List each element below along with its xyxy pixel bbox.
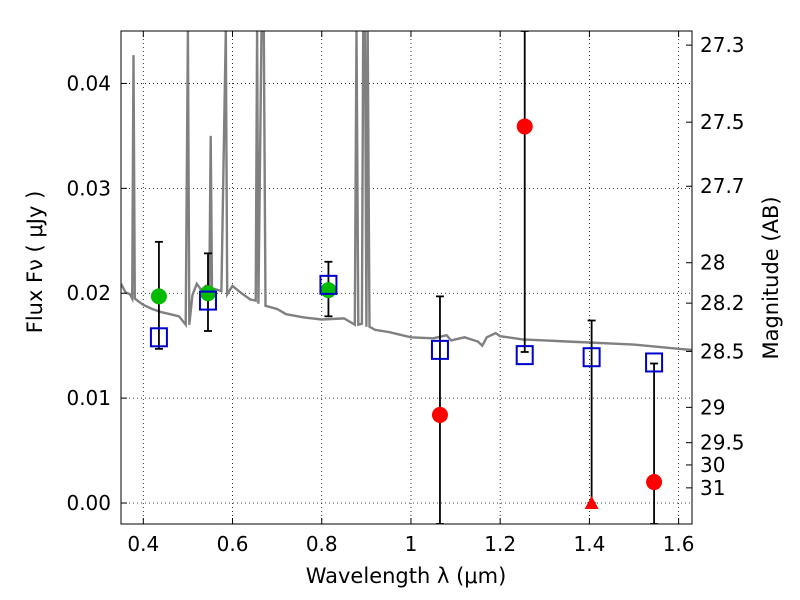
upper-limit-triangle (584, 496, 599, 510)
red-point (431, 406, 448, 423)
y-tick-label: 0.01 (66, 386, 111, 410)
y2-tick-label: 28.5 (700, 339, 745, 363)
y-axis-label-text: Flux Fν ( μJy ) (23, 191, 47, 334)
green-point (150, 288, 167, 305)
error-bars (154, 31, 659, 524)
x-tick-label: 1.6 (663, 532, 695, 556)
y2-tick-label: 27.5 (700, 110, 745, 134)
y2-tick-label: 30 (700, 453, 725, 477)
x-tick-label: 0.8 (306, 532, 338, 556)
y2-tick-label: 29 (700, 395, 725, 419)
red-point (646, 474, 663, 491)
model-flux-square (198, 290, 217, 311)
y2-tick-label: 27.7 (700, 174, 745, 198)
x-tick-label: 1.2 (484, 532, 516, 556)
model-flux-square (319, 274, 338, 295)
model-flux-square (645, 352, 664, 373)
data-markers (149, 31, 664, 524)
model-flux-square (515, 345, 534, 366)
axis-ticks: 0.4 0.6 0.8 1 1.2 1.4 1.6 0.00 0.01 0.02 0.03 0.04 2… (66, 31, 745, 556)
plot-frame (120, 30, 693, 525)
y2-tick-label: 28.2 (700, 291, 745, 315)
y2-axis-label: Magnitude (AB) (759, 196, 783, 359)
red-point (516, 118, 533, 135)
y-axis-label: Flux Fν ( μJy ) (23, 191, 47, 334)
model-spectrum-line (121, 31, 692, 352)
y2-tick-label: 29.5 (700, 431, 745, 455)
y-tick-label: 0.03 (66, 176, 111, 200)
y2-tick-label: 31 (700, 476, 725, 500)
x-axis-label-text: Wavelength λ (μm) (306, 564, 507, 588)
x-axis-label: Wavelength λ (μm) (306, 564, 507, 588)
y2-axis-label-text: Magnitude (AB) (759, 196, 783, 359)
model-flux-square (430, 339, 449, 360)
green-point (199, 285, 216, 302)
x-tick-label: 0.4 (127, 532, 159, 556)
model-spectrum (121, 31, 692, 352)
model-flux-square (149, 327, 168, 348)
model-flux-square (582, 347, 601, 368)
y-tick-label: 0.00 (66, 491, 111, 515)
y-tick-label: 0.04 (66, 71, 111, 95)
green-point (320, 282, 337, 299)
y-tick-label: 0.02 (66, 281, 111, 305)
x-tick-label: 0.6 (217, 532, 249, 556)
x-tick-label: 1.4 (573, 532, 605, 556)
grid-lines (121, 31, 692, 524)
y2-tick-label: 28 (700, 251, 725, 275)
x-tick-label: 1 (405, 532, 418, 556)
y2-tick-label: 27.3 (700, 33, 745, 57)
